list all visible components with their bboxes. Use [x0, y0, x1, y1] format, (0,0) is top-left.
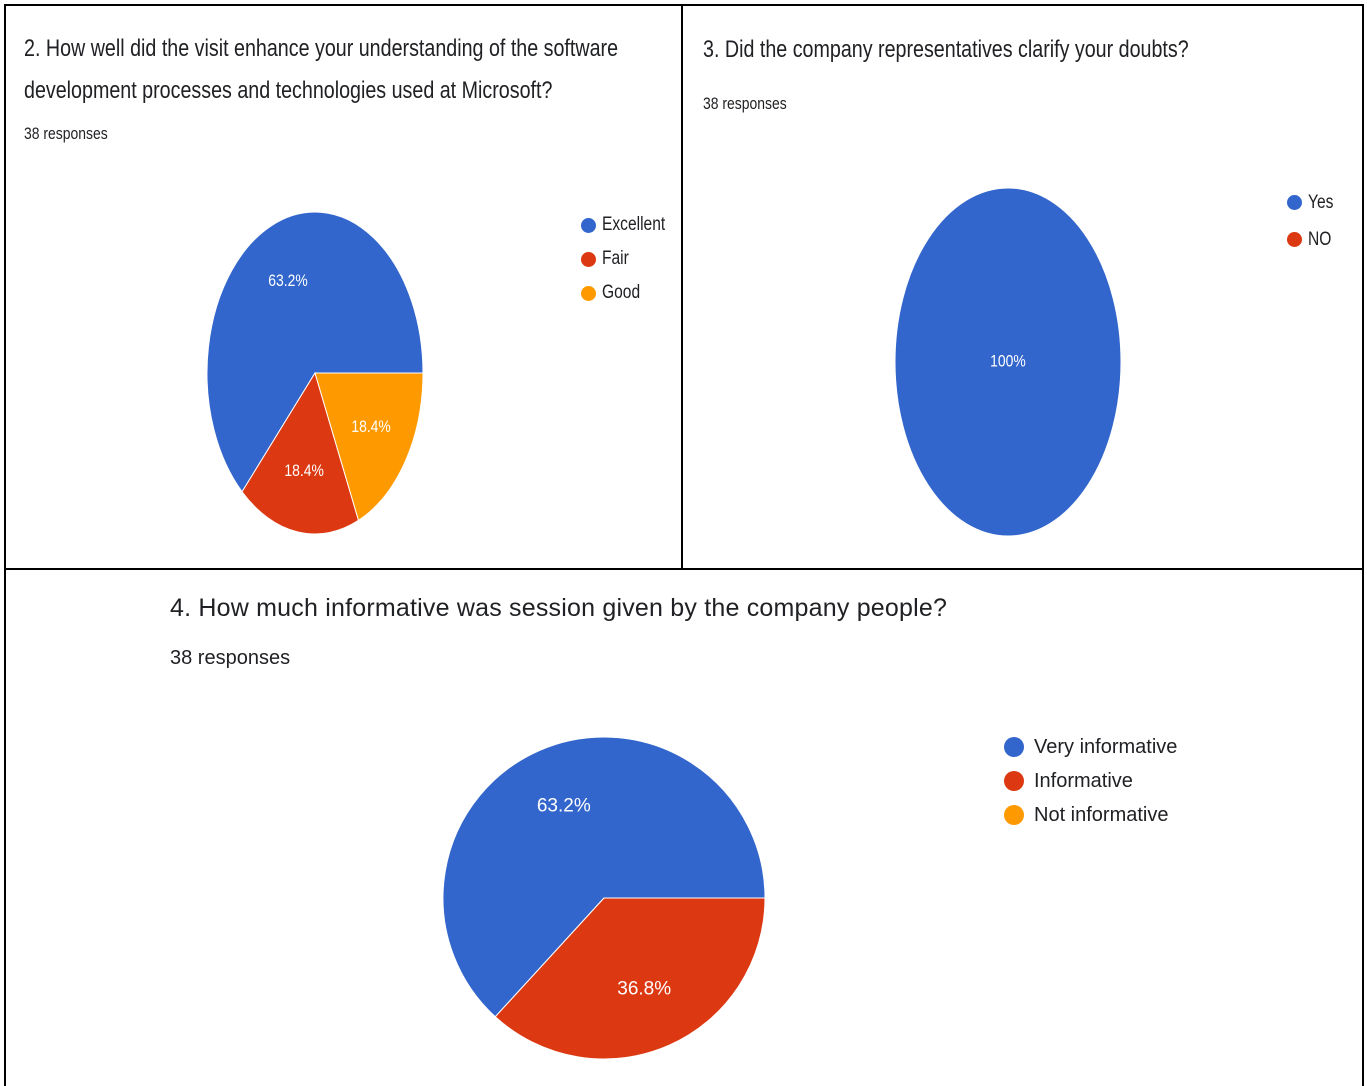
legend-label: Not informative: [1034, 803, 1169, 826]
chart-title: 3. Did the company representatives clari…: [703, 36, 1189, 63]
chart-subtitle: 38 responses: [24, 124, 108, 143]
legend-label: Very informative: [1034, 735, 1178, 758]
legend-label: Fair: [602, 248, 629, 269]
pie-chart-q3: 100%: [894, 187, 1122, 537]
legend-item: Good: [581, 276, 679, 310]
legend-item: Fair: [581, 242, 679, 276]
legend-swatch-icon: [1287, 232, 1302, 247]
slice-data-label: 100%: [990, 352, 1026, 371]
pie-slice-informative: [494, 897, 766, 1060]
pie-slice-excellent: [206, 211, 424, 493]
legend-item: Not informative: [1004, 798, 1177, 832]
chart-subtitle: 38 responses: [170, 647, 291, 669]
pie-slice-fair: [241, 371, 360, 535]
chart-panel-q4: 4. How much informative was session give…: [4, 568, 1364, 1086]
chart-title: 2. How well did the visit enhance your u…: [24, 35, 619, 104]
chart-subtitle: 38 responses: [703, 94, 787, 113]
chart-panel-q2: 2. How well did the visit enhance your u…: [4, 4, 683, 570]
legend-label: Good: [602, 282, 641, 303]
pie-slice-very-informative: [442, 736, 766, 1018]
legend-swatch-icon: [581, 285, 596, 301]
legend-item: Informative: [1004, 764, 1177, 798]
slice-data-label: 18.4%: [351, 418, 391, 437]
slice-data-label: 18.4%: [284, 462, 324, 481]
legend-swatch-icon: [1004, 771, 1024, 791]
legend-item: Very informative: [1004, 730, 1177, 764]
pie-slice-yes: [894, 187, 1122, 537]
legend-swatch-icon: [1287, 195, 1302, 210]
legend-item: Yes: [1287, 184, 1339, 221]
chart-legend: Yes NO: [1287, 184, 1339, 258]
slice-data-label: 36.8%: [617, 978, 671, 999]
legend-label: Yes: [1308, 191, 1334, 213]
chart-legend: Excellent Fair Good: [581, 208, 679, 310]
slice-data-label: 63.2%: [537, 796, 591, 817]
legend-label: Excellent: [602, 214, 666, 235]
legend-swatch-icon: [581, 251, 596, 267]
chart-legend: Very informative Informative Not informati…: [1004, 730, 1177, 832]
slice-data-label: 63.2%: [268, 272, 308, 291]
legend-item: NO: [1287, 221, 1339, 258]
legend-label: Informative: [1034, 769, 1133, 792]
pie-chart-q2: 63.2% 18.4% 18.4%: [206, 211, 424, 535]
legend-label: NO: [1308, 228, 1332, 250]
chart-panel-q3: 3. Did the company representatives clari…: [681, 4, 1364, 570]
pie-chart-q4: 63.2% 36.8%: [442, 736, 766, 1060]
pie-slice-good: [314, 372, 424, 522]
legend-swatch-icon: [581, 217, 596, 233]
legend-swatch-icon: [1004, 737, 1024, 757]
legend-swatch-icon: [1004, 805, 1024, 825]
chart-title: 4. How much informative was session give…: [170, 594, 948, 622]
legend-item: Excellent: [581, 208, 679, 242]
